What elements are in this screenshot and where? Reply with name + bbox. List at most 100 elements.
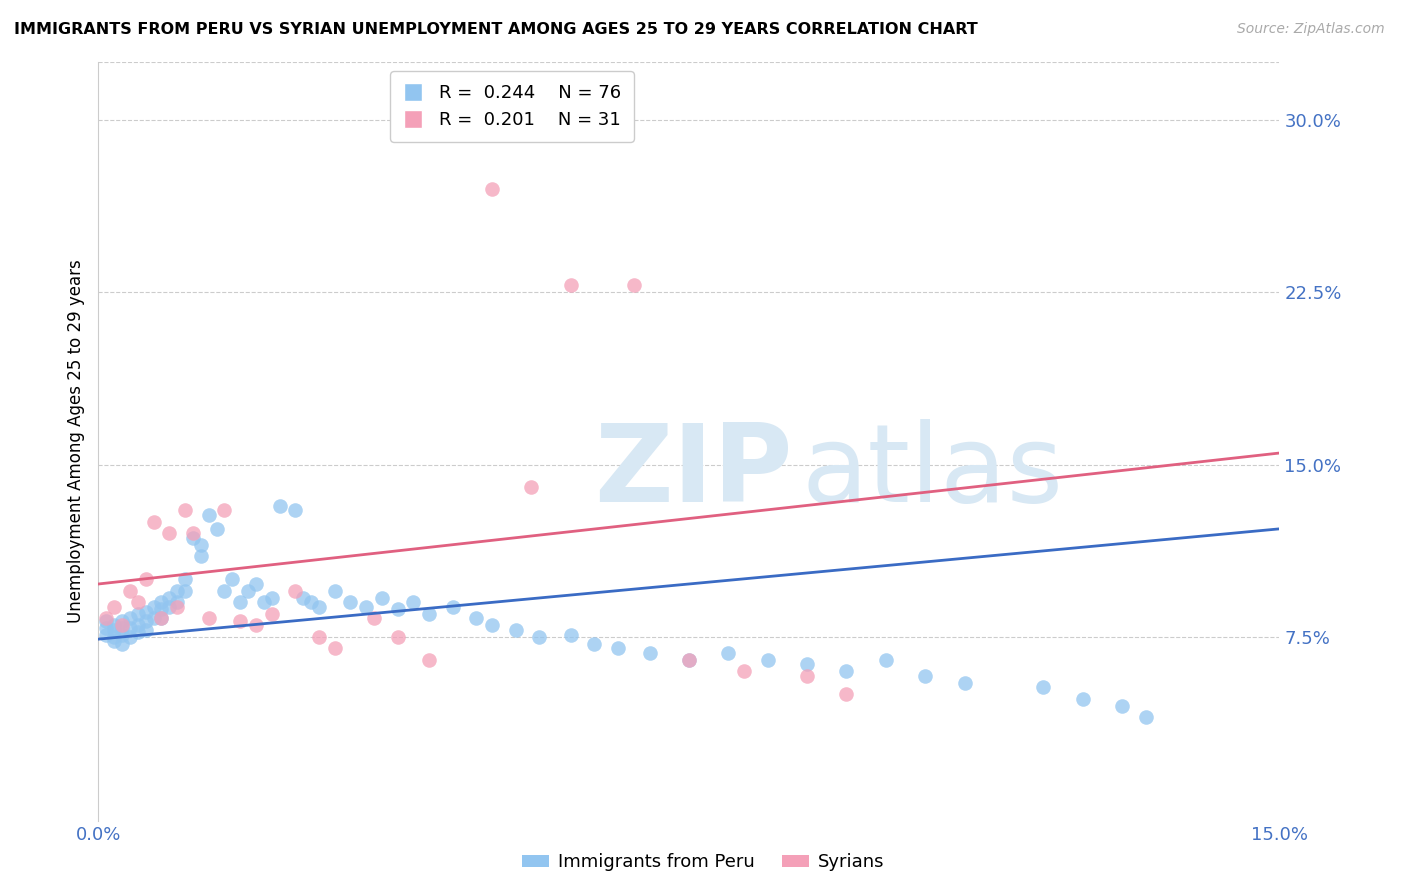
Point [96, 614, 118, 628]
Point [875, 653, 897, 667]
Point [142, 515, 165, 529]
Text: atlas: atlas [801, 419, 1063, 524]
Point [157, 599, 180, 614]
Point [118, 630, 141, 644]
Point [142, 599, 165, 614]
Point [229, 595, 252, 609]
Point [1032, 681, 1054, 695]
Point [174, 503, 197, 517]
Point [103, 630, 125, 644]
Point [269, 499, 291, 513]
Legend: R =  0.244    N = 76, R =  0.201    N = 31: R = 0.244 N = 76, R = 0.201 N = 31 [389, 71, 634, 142]
Point [127, 595, 149, 609]
Point [245, 577, 267, 591]
Point [157, 526, 180, 541]
Point [308, 599, 330, 614]
Point [166, 583, 188, 598]
Point [560, 278, 582, 293]
Point [308, 630, 330, 644]
Point [127, 625, 149, 640]
Point [481, 182, 503, 196]
Point [465, 611, 488, 625]
Point [103, 599, 125, 614]
Point [103, 634, 125, 648]
Point [197, 611, 219, 625]
Point [835, 665, 858, 679]
Y-axis label: Unemployment Among Ages 25 to 29 years: Unemployment Among Ages 25 to 29 years [66, 260, 84, 624]
Point [402, 595, 425, 609]
Point [111, 614, 134, 628]
Point [166, 595, 188, 609]
Point [135, 614, 157, 628]
Point [142, 611, 165, 625]
Point [150, 611, 173, 625]
Point [260, 607, 283, 621]
Point [260, 591, 283, 605]
Point [174, 573, 197, 587]
Point [181, 531, 204, 545]
Point [284, 583, 307, 598]
Point [214, 583, 236, 598]
Point [623, 278, 645, 293]
Point [354, 599, 377, 614]
Point [96, 627, 118, 641]
Point [835, 687, 858, 701]
Point [796, 669, 818, 683]
Point [111, 621, 134, 635]
Point [371, 591, 394, 605]
Point [103, 623, 125, 637]
Point [638, 646, 661, 660]
Point [96, 621, 118, 635]
Point [1111, 698, 1133, 713]
Text: Source: ZipAtlas.com: Source: ZipAtlas.com [1237, 22, 1385, 37]
Point [245, 618, 267, 632]
Point [135, 573, 157, 587]
Point [166, 599, 188, 614]
Point [111, 637, 134, 651]
Point [221, 573, 243, 587]
Text: ZIP: ZIP [595, 419, 793, 524]
Text: IMMIGRANTS FROM PERU VS SYRIAN UNEMPLOYMENT AMONG AGES 25 TO 29 YEARS CORRELATIO: IMMIGRANTS FROM PERU VS SYRIAN UNEMPLOYM… [14, 22, 977, 37]
Point [181, 526, 204, 541]
Point [236, 583, 259, 598]
Point [127, 618, 149, 632]
Point [339, 595, 361, 609]
Point [205, 522, 228, 536]
Point [127, 607, 149, 621]
Point [796, 657, 818, 672]
Point [197, 508, 219, 522]
Point [505, 623, 527, 637]
Point [529, 630, 551, 644]
Point [583, 637, 606, 651]
Point [418, 607, 440, 621]
Point [103, 618, 125, 632]
Point [96, 611, 118, 625]
Point [756, 653, 779, 667]
Point [150, 602, 173, 616]
Point [111, 627, 134, 641]
Point [157, 591, 180, 605]
Point [292, 591, 315, 605]
Legend: Immigrants from Peru, Syrians: Immigrants from Peru, Syrians [515, 847, 891, 879]
Point [418, 653, 440, 667]
Point [717, 646, 740, 660]
Point [520, 481, 543, 495]
Point [135, 623, 157, 637]
Point [481, 618, 503, 632]
Point [323, 641, 346, 656]
Point [560, 627, 582, 641]
Point [323, 583, 346, 598]
Point [150, 611, 173, 625]
Point [953, 675, 976, 690]
Point [387, 630, 409, 644]
Point [214, 503, 236, 517]
Point [914, 669, 936, 683]
Point [607, 641, 630, 656]
Point [111, 618, 134, 632]
Point [1071, 691, 1094, 706]
Point [363, 611, 385, 625]
Point [118, 621, 141, 635]
Point [678, 653, 700, 667]
Point [190, 549, 212, 564]
Point [387, 602, 409, 616]
